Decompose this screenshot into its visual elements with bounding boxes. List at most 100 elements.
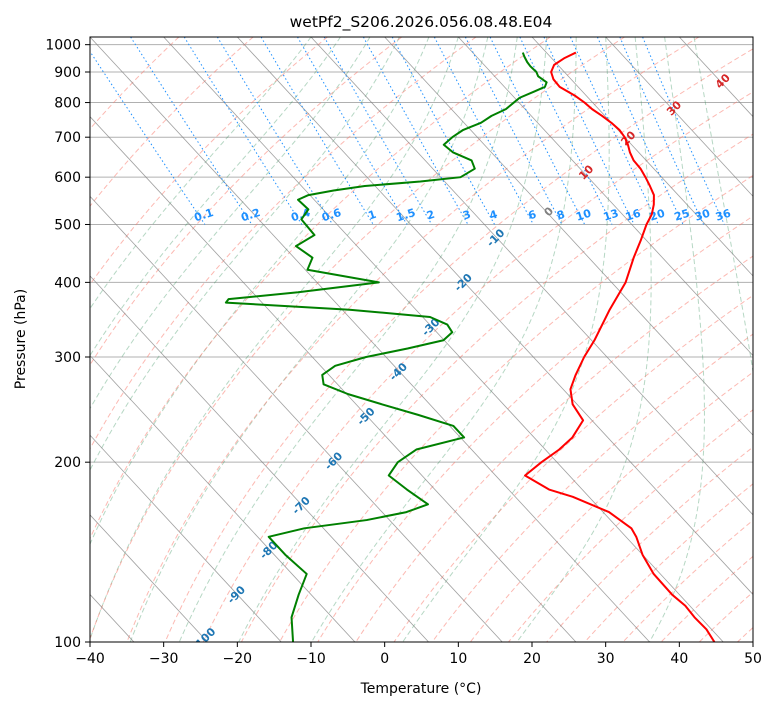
isotherm-line bbox=[90, 37, 650, 642]
mixing-ratio-label: 4 bbox=[488, 208, 500, 223]
mixing-ratio-line bbox=[569, 37, 659, 225]
y-axis: 100 200 300 400 500 600 700 800 900 1000 bbox=[45, 38, 90, 651]
dry-adiabat-line bbox=[90, 37, 254, 207]
mixing-ratio-label: 6 bbox=[527, 208, 539, 223]
mixing-ratio-line bbox=[489, 37, 586, 225]
moist-adiabat-line bbox=[90, 37, 371, 410]
dry-adiabat-line bbox=[355, 255, 753, 642]
dry-adiabat-line bbox=[508, 409, 753, 642]
chart-title: wetPf2_S206.2026.056.08.48.E04 bbox=[290, 13, 553, 32]
mixing-ratio-label: 1.5 bbox=[395, 206, 418, 224]
mixing-ratio-label: 2 bbox=[425, 208, 436, 223]
dry-adiabat-line bbox=[279, 174, 753, 642]
moist-adiabat-line bbox=[648, 37, 705, 642]
isotherm-line bbox=[90, 195, 503, 642]
mixing-ratio-label: 0.2 bbox=[239, 206, 262, 224]
moist-adiabat-line bbox=[178, 37, 518, 642]
mixing-ratio-label: 36 bbox=[714, 206, 733, 223]
mixing-ratio-label: 0.1 bbox=[193, 206, 216, 224]
moist-adiabat-line bbox=[516, 37, 652, 642]
mixing-ratio-label: 8 bbox=[555, 208, 566, 223]
mixing-ratio-label: 30 bbox=[693, 207, 712, 224]
y-tick-label: 400 bbox=[54, 275, 81, 291]
isotherm-line bbox=[605, 37, 753, 197]
y-tick-label: 1000 bbox=[45, 38, 81, 54]
y-tick-label: 700 bbox=[54, 130, 81, 146]
moist-adiabat-line bbox=[238, 37, 548, 642]
isotherm-line bbox=[90, 354, 356, 642]
mixing-ratio-line bbox=[543, 37, 635, 225]
dry-adiabats bbox=[90, 37, 753, 642]
x-axis-title: Temperature (°C) bbox=[360, 681, 482, 697]
plot-frame bbox=[89, 36, 754, 643]
dry-adiabat-line bbox=[90, 37, 403, 366]
mixing-ratio-line bbox=[519, 37, 613, 225]
mixing-ratio-lines bbox=[90, 37, 725, 225]
mixing-ratio-line bbox=[464, 37, 563, 225]
y-axis-title: Pressure (hPa) bbox=[13, 289, 29, 389]
mixing-ratio-label: 25 bbox=[673, 207, 692, 224]
y-tick-label: 900 bbox=[54, 65, 81, 81]
isotherm-line bbox=[310, 37, 753, 516]
mixing-ratio-label: 13 bbox=[602, 207, 621, 224]
dry-adiabat-line bbox=[469, 371, 753, 642]
moist-adiabat-line bbox=[129, 37, 489, 642]
x-tick-label: −20 bbox=[223, 651, 253, 667]
moist-adiabats bbox=[90, 37, 753, 642]
mixing-ratio-line bbox=[297, 37, 408, 225]
pressure-gridlines bbox=[90, 44, 753, 642]
y-tick-label: 100 bbox=[54, 635, 81, 651]
dry-adiabat-line bbox=[202, 91, 753, 642]
dry-adiabat-line bbox=[431, 333, 753, 642]
isotherm-line bbox=[90, 116, 577, 642]
profile-series bbox=[224, 51, 716, 642]
dry-adiabat-line bbox=[584, 483, 753, 642]
y-tick-label: 600 bbox=[54, 170, 81, 186]
moist-adiabat-line bbox=[90, 37, 312, 310]
dry-adiabat-line bbox=[126, 37, 700, 642]
mixing-ratio-label: 0.6 bbox=[320, 206, 343, 224]
dry-adiabat-line bbox=[90, 37, 625, 641]
temperature-profile bbox=[524, 51, 716, 642]
isotherm-line bbox=[90, 434, 282, 642]
x-tick-label: 40 bbox=[670, 651, 688, 667]
dry-adiabat-line bbox=[622, 519, 753, 642]
moist-adiabat-line bbox=[90, 37, 400, 472]
x-tick-label: 10 bbox=[449, 651, 467, 667]
mixing-ratio-line bbox=[260, 37, 374, 225]
dry-adiabat-line bbox=[240, 133, 753, 642]
mixing-ratio-line bbox=[433, 37, 534, 225]
x-tick-label: −10 bbox=[296, 651, 326, 667]
dry-adiabat-line bbox=[90, 37, 477, 450]
isotherm-line bbox=[384, 37, 753, 436]
moist-adiabat-line bbox=[90, 37, 430, 546]
dry-adiabat-line bbox=[164, 48, 753, 642]
mixing-ratio-line bbox=[216, 37, 334, 225]
dry-adiabat-line bbox=[317, 215, 753, 642]
moist-adiabat-line bbox=[402, 37, 610, 642]
x-tick-label: 0 bbox=[380, 651, 389, 667]
mixing-ratio-label: 3 bbox=[461, 208, 472, 223]
x-tick-label: −30 bbox=[149, 651, 179, 667]
y-tick-label: 800 bbox=[54, 96, 81, 112]
y-tick-label: 200 bbox=[54, 455, 81, 471]
dry-adiabat-line bbox=[393, 294, 753, 642]
isotherm-line bbox=[458, 37, 753, 357]
moist-adiabat-line bbox=[311, 37, 577, 642]
x-axis: −40 −30 −20 −10 0 10 20 30 40 50 bbox=[75, 642, 762, 667]
isotherm-line bbox=[90, 514, 208, 642]
isotherm-line bbox=[90, 275, 429, 642]
mixing-ratio-label: 16 bbox=[624, 206, 643, 223]
moist-adiabat-line bbox=[693, 37, 753, 375]
dewpoint-profile bbox=[224, 52, 548, 642]
x-tick-label: 50 bbox=[744, 651, 762, 667]
x-tick-label: −40 bbox=[75, 651, 105, 667]
mixing-ratio-line bbox=[183, 37, 303, 225]
y-tick-label: 500 bbox=[54, 217, 81, 233]
x-tick-label: 20 bbox=[523, 651, 541, 667]
mixing-ratio-label: 1 bbox=[366, 208, 377, 223]
moist-adiabat-line bbox=[90, 37, 341, 357]
mixing-ratio-label: 10 bbox=[574, 207, 593, 224]
